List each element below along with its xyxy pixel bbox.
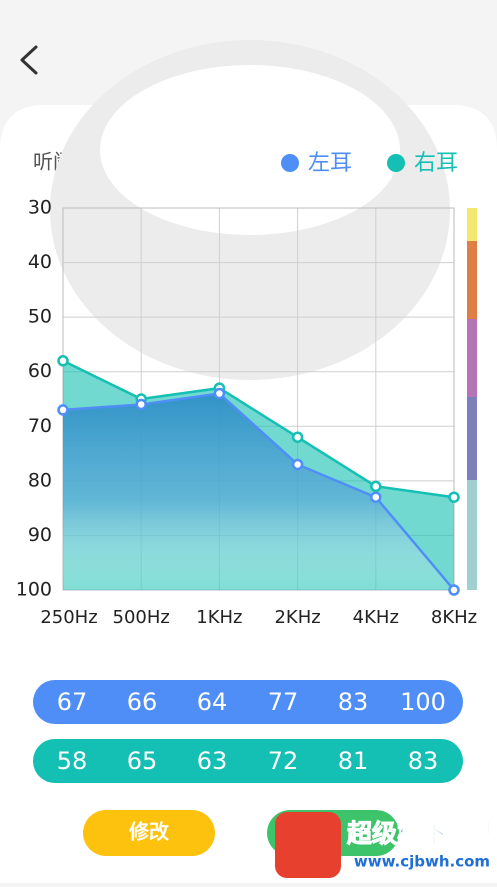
value-cell: 66 xyxy=(127,688,158,716)
watermark-logo xyxy=(275,812,341,878)
watermark-url: www.cjbwh.com xyxy=(354,853,490,871)
back-button[interactable] xyxy=(20,45,38,75)
y-tick-label: 60 xyxy=(28,360,52,382)
value-cell: 100 xyxy=(400,688,446,716)
x-tick-label: 4KHz xyxy=(353,607,399,628)
value-cell: 72 xyxy=(268,747,299,775)
legend-label: 左耳 xyxy=(308,151,352,176)
x-tick-label: 500Hz xyxy=(113,607,170,628)
level-bar xyxy=(467,241,477,319)
point xyxy=(448,491,460,503)
y-tick-label: 30 xyxy=(28,197,52,219)
point xyxy=(213,387,226,400)
legend-marker xyxy=(281,154,299,172)
point xyxy=(57,404,69,416)
x-tick-label: 2KHz xyxy=(274,607,320,628)
line xyxy=(62,392,455,591)
point xyxy=(370,491,382,503)
value-cell: 63 xyxy=(197,747,228,775)
y-tick-label: 90 xyxy=(28,524,52,546)
value-cell: 77 xyxy=(268,688,299,716)
point xyxy=(448,584,460,596)
legend-marker xyxy=(387,154,405,172)
y-tick-label: 40 xyxy=(28,251,52,273)
value-cell: 83 xyxy=(408,747,439,775)
value-cell: 81 xyxy=(338,747,369,775)
edit-button-label: 修改 xyxy=(128,820,170,844)
x-tick-label: 250Hz xyxy=(40,607,97,628)
point xyxy=(291,431,304,443)
x-tick-label: 8KHz xyxy=(431,607,477,628)
value-cell: 65 xyxy=(127,747,158,775)
value-cell: 58 xyxy=(57,747,88,775)
point xyxy=(135,398,147,411)
y-tick-label: 80 xyxy=(28,469,52,491)
edit-button[interactable] xyxy=(83,810,215,856)
legend-label: 右耳 xyxy=(414,151,458,176)
level-bar xyxy=(467,480,477,590)
level-bar xyxy=(467,397,477,480)
left-row xyxy=(33,680,463,724)
bg-shape xyxy=(100,65,400,235)
value-cell: 83 xyxy=(338,688,369,716)
point xyxy=(370,480,382,493)
right-row xyxy=(33,739,463,783)
line xyxy=(62,359,455,499)
y-tick-label: 100 xyxy=(16,579,52,601)
level-bar xyxy=(467,319,477,397)
x-tick-label: 1KHz xyxy=(196,607,242,628)
y-tick-label: 70 xyxy=(28,415,52,437)
watermark-name: 超级棒下载站 xyxy=(347,819,497,848)
y-tick-label: 50 xyxy=(28,306,52,328)
value-cell: 64 xyxy=(197,688,228,716)
point xyxy=(291,458,304,471)
area-fill xyxy=(63,393,454,590)
point xyxy=(57,355,69,367)
level-bar xyxy=(467,208,477,241)
value-cell: 67 xyxy=(57,688,88,716)
